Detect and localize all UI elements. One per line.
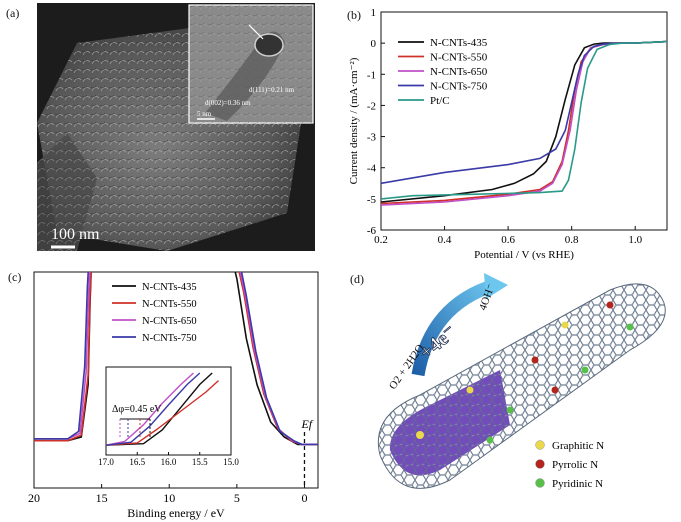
pyridinic-n-marker [535, 478, 545, 488]
x-tick-label-c: 0 [301, 491, 307, 505]
panel-label-d: (d) [350, 272, 364, 286]
legend-pyridinic: Pyridinic N [552, 478, 603, 490]
legend-label-c: N-CNTs-650 [142, 316, 197, 327]
y-tick-label-b: -5 [367, 194, 377, 206]
inset-series-line-c [105, 380, 219, 446]
y-tick-label-b: -2 [367, 100, 376, 112]
sem-image: d(111)=0.21 nm d(002)=0.36 nm 5 nm 100 n… [37, 3, 315, 251]
legend-label-c: N-CNTs-435 [142, 282, 197, 293]
arrow-icon [248, 24, 264, 40]
y-tick-label-b: -3 [367, 132, 377, 144]
x-axis-label-b: Potential / V (vs RHE) [474, 249, 574, 261]
x-axis-label-c: Binding energy / eV [127, 506, 225, 520]
inset-x-tick-label-c: 16.5 [129, 457, 145, 467]
inset-x-tick-label-c: 15.5 [192, 457, 208, 467]
y-tick-label-b: -4 [367, 163, 377, 175]
legend-label-b: N-CNTs-750 [430, 81, 488, 93]
inset-series-line-c [105, 372, 201, 446]
graphitic-n-marker [535, 440, 545, 450]
inset-scale-label: 5 nm [197, 110, 212, 118]
legend-label-b: N-CNTs-550 [430, 52, 488, 64]
y-tick-label-b: -1 [367, 69, 376, 81]
plot-frame-c [33, 271, 319, 489]
x-tick-label-b: 0.4 [438, 234, 452, 246]
inset-x-tick-label-c: 17.0 [98, 457, 114, 467]
pyrrolic-n-marker [535, 459, 545, 469]
x-tick-label-c: 5 [234, 491, 240, 505]
y-axis-label-b: Current density / (mA·cm⁻²) [348, 57, 360, 184]
d111-label: d(111)=0.21 nm [249, 86, 295, 94]
x-tick-label-c: 10 [163, 491, 175, 505]
y-tick-label-b: 0 [371, 38, 377, 50]
cnt-tube [377, 283, 666, 489]
x-tick-label-b: 1.0 [628, 234, 642, 246]
legend-label-b: N-CNTs-650 [430, 66, 488, 78]
plot-frame-b [380, 11, 668, 231]
series-line-b [380, 40, 668, 203]
legend-label-c: N-CNTs-750 [142, 333, 197, 344]
work-function-label: Δφ=0.45 eV [112, 404, 162, 415]
x-tick-label-b: 0.8 [565, 234, 579, 246]
x-tick-label-b: 0.2 [374, 234, 388, 246]
legend-pyrrolic: Pyrrolic N [552, 459, 598, 471]
series-line-c [34, 272, 318, 446]
legend-label-b: N-CNTs-435 [430, 37, 488, 49]
panel-label-c: (c) [8, 270, 22, 284]
fermi-level-label: Ef [300, 417, 313, 431]
scalebar-label: 100 nm [51, 226, 100, 243]
d002-label: d(002)=0.36 nm [205, 99, 251, 107]
sem-micrograph: d(111)=0.21 nm d(002)=0.36 nm 5 nm 100 n… [37, 3, 315, 251]
legend-graphitic: Graphitic N [552, 440, 604, 452]
legend-label-c: N-CNTs-550 [142, 299, 197, 310]
legend-d: Graphitic N Pyrrolic N Pyridinic N [535, 440, 604, 490]
x-tick-label-c: 15 [96, 491, 108, 505]
tem-inset: d(111)=0.21 nm d(002)=0.36 nm 5 nm [188, 4, 314, 124]
x-tick-label-c: 20 [28, 491, 40, 505]
panel-label-a: (a) [6, 6, 20, 20]
x-tick-label-b: 0.6 [501, 234, 515, 246]
panel-label-b: (b) [347, 8, 361, 22]
inset-series-line-c [105, 372, 194, 446]
legend-label-b: Pt/C [430, 95, 450, 107]
inset-x-tick-label-c: 15.0 [223, 457, 239, 467]
nanotube-schematic: +4e⁻ O2 + 2H2O 4OH⁻ Graphitic N Pyrrolic… [377, 273, 666, 490]
reaction-arrow [411, 278, 498, 377]
inset-x-tick-label-c: 16.0 [161, 457, 177, 467]
arrow-head-icon [484, 273, 508, 299]
y-tick-label-b: 1 [371, 7, 377, 19]
series-line-b [380, 40, 668, 200]
y-tick-label-b: -6 [367, 225, 377, 237]
